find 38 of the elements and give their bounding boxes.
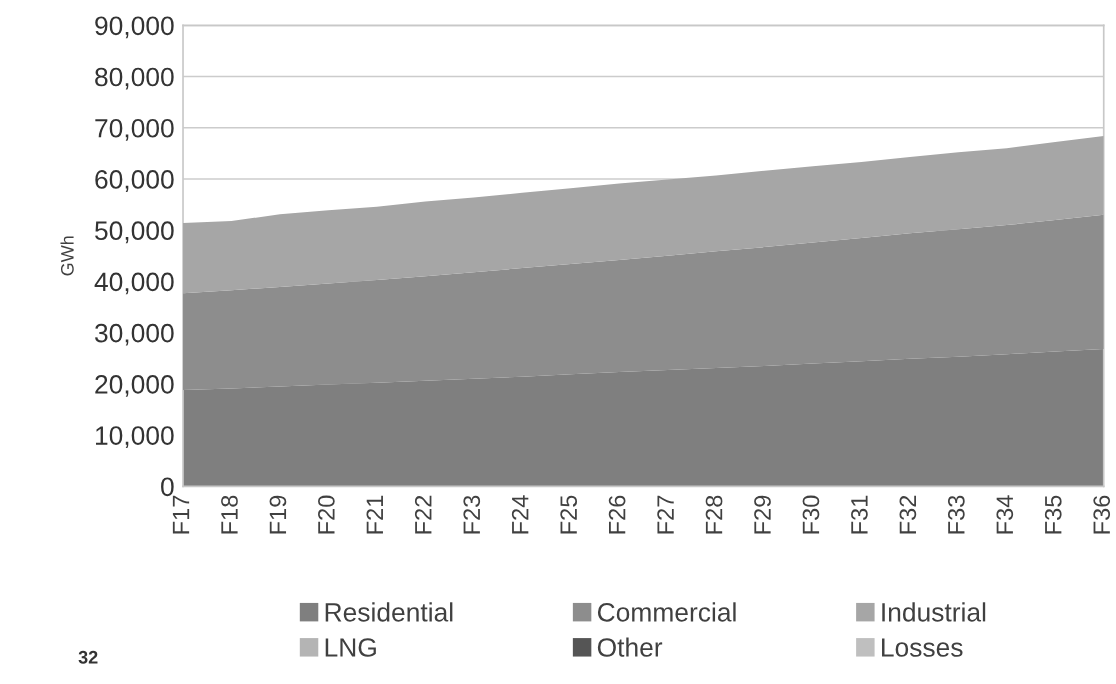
y-tick-label: 50,000 bbox=[95, 221, 174, 244]
y-tick-label: 20,000 bbox=[95, 375, 174, 397]
x-tick-label: F33 bbox=[947, 495, 965, 534]
y-tick-label: 70,000 bbox=[95, 118, 174, 141]
y-tick-label: 0 bbox=[161, 477, 174, 497]
x-tick-label: F25 bbox=[560, 495, 578, 534]
x-tick-label: F35 bbox=[1044, 495, 1062, 534]
x-tick-label: F24 bbox=[511, 495, 529, 534]
x-tick-label: F31 bbox=[851, 495, 868, 534]
x-tick-label: F34 bbox=[996, 495, 1014, 534]
y-tick-label: 30,000 bbox=[94, 323, 174, 346]
x-tick-label: F19 bbox=[269, 495, 287, 534]
y-axis-title: GWh bbox=[60, 236, 74, 276]
y-tick-label: 80,000 bbox=[95, 67, 174, 90]
x-tick-label: F26 bbox=[608, 495, 626, 534]
y-tick-label: 90,000 bbox=[95, 16, 174, 39]
x-tick-label: F23 bbox=[463, 495, 481, 534]
x-tick-label: F22 bbox=[414, 495, 432, 534]
legend-label: LNG bbox=[325, 638, 376, 657]
x-tick-label: F17 bbox=[172, 495, 190, 534]
legend-label: Residential bbox=[325, 602, 453, 622]
legend-label: Losses bbox=[882, 638, 963, 657]
x-tick-label: F18 bbox=[221, 495, 238, 534]
x-tick-label: F28 bbox=[705, 495, 723, 534]
x-tick-label: F30 bbox=[802, 495, 820, 534]
y-tick-label: 10,000 bbox=[96, 426, 174, 449]
x-tick-label: F20 bbox=[318, 495, 335, 534]
y-tick-label: 60,000 bbox=[95, 170, 174, 192]
x-tick-label: F27 bbox=[657, 495, 674, 534]
text: 32 bbox=[78, 650, 98, 664]
legend-label: Commercial bbox=[597, 602, 736, 622]
x-tick-label: F21 bbox=[366, 495, 383, 534]
x-tick-label: F29 bbox=[754, 495, 771, 534]
x-tick-label: F32 bbox=[899, 495, 917, 534]
legend-label: Other bbox=[597, 637, 663, 657]
y-tick-label: 40,000 bbox=[94, 272, 174, 295]
x-tick-label: F36 bbox=[1093, 495, 1111, 534]
legend-label: Industrial bbox=[882, 602, 986, 622]
